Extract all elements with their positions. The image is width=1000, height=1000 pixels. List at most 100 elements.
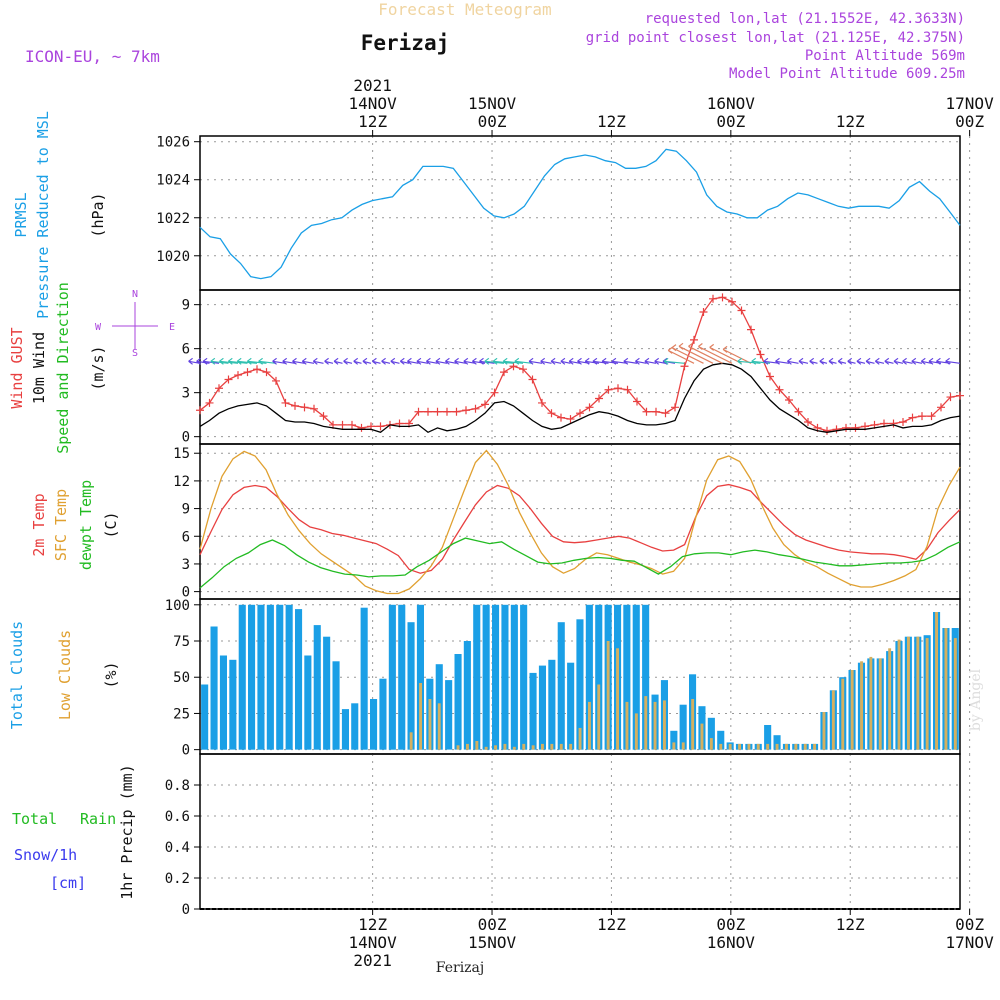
wind-direction-arrow [301, 357, 315, 365]
low-cloud-bar [466, 743, 469, 750]
ytick-label: 9 [182, 298, 190, 314]
ytick-label: 1024 [156, 173, 190, 189]
total-cloud-bar [201, 684, 209, 750]
gust-point [281, 398, 290, 407]
total-cloud-bar [285, 604, 293, 750]
low-cloud-bar [878, 658, 882, 750]
wind-direction-arrow [837, 357, 847, 365]
low-cloud-bar [925, 638, 929, 750]
total-cloud-bar [276, 604, 284, 750]
gust-point [262, 368, 271, 377]
gust-point [851, 423, 860, 432]
gust-point [224, 375, 233, 384]
low-cloud-bar [672, 742, 676, 750]
wind-direction-arrow [196, 357, 210, 365]
point-altitude: Point Altitude 569m [805, 48, 965, 64]
low-cloud-bar [766, 743, 770, 750]
time-label-top: 00Z [955, 112, 984, 131]
low-cloud-bar [935, 612, 938, 750]
ytick-label: 0.6 [165, 809, 190, 825]
time-label-top: 00Z [478, 112, 507, 131]
gust-point [291, 401, 299, 410]
low-cloud-bar [747, 743, 751, 750]
total-cloud-bar [238, 604, 246, 750]
low-cloud-bar [803, 743, 807, 750]
wind-direction-arrow [445, 357, 457, 365]
gust-point [547, 409, 556, 418]
requested-coords: requested lon,lat (21.1552E, 42.3633N) [645, 11, 965, 27]
wind-direction-arrow [601, 357, 619, 365]
gust-point [576, 409, 584, 418]
gust-point [908, 413, 917, 422]
gust-point [709, 294, 717, 303]
low-cloud-bar [550, 743, 554, 750]
time-label-top: 12Z [597, 112, 626, 131]
wind-direction-arrow [416, 357, 429, 365]
wind-direction-arrow [911, 357, 923, 365]
gust-point [205, 398, 214, 407]
wind-direction-arrow [688, 342, 723, 364]
gust-point [357, 423, 366, 432]
ytick-label: 1020 [156, 249, 190, 265]
gust-point [348, 420, 356, 429]
total-cloud-bar [360, 607, 368, 750]
gust-point [500, 368, 508, 377]
low-cloud-bar [419, 683, 422, 750]
gust-point [728, 297, 736, 306]
low-cloud-bar [653, 701, 657, 750]
wind-direction-arrow [568, 357, 581, 365]
wind-direction-arrow [635, 357, 647, 365]
gust-point [471, 404, 480, 413]
wind-direction-arrow [787, 357, 799, 365]
wind-direction-arrow [202, 357, 220, 365]
low-cloud-bar [785, 743, 788, 750]
gust-point [889, 419, 898, 428]
wind-direction-arrow [623, 357, 638, 365]
total-cloud-bar [717, 730, 725, 750]
ytick-label: 0 [182, 902, 190, 918]
total-cloud-bar [538, 665, 546, 750]
total-cloud-bar [351, 703, 359, 750]
total-cloud-bar [304, 655, 312, 750]
date-label-bottom: 14NOV [349, 933, 398, 952]
low-cloud-bar [597, 684, 601, 750]
gust-point [956, 391, 964, 400]
wind-direction-arrow [663, 357, 685, 365]
low-cloud-bar [691, 699, 695, 750]
time-label-bottom: 00Z [716, 915, 745, 934]
header: Forecast Meteogram Ferizaj ICON-EU, ~ 7k… [25, 0, 984, 976]
precip-label-rain: Rain [80, 810, 116, 828]
ytick-label: 12 [173, 474, 190, 490]
temp-label-3: dewpt Temp [77, 480, 95, 570]
wind-direction-arrow [292, 357, 305, 365]
total-cloud-bar [623, 604, 631, 750]
wind-direction-arrow [407, 357, 419, 365]
gridpoint-coords: grid point closest lon,lat (21.125E, 42.… [586, 30, 965, 46]
gust-point [414, 407, 423, 416]
total-cloud-bar [398, 604, 406, 750]
date-label-top: 15NOV [468, 94, 517, 113]
wind-direction-arrow [775, 357, 790, 365]
ytick-label: 3 [182, 386, 190, 402]
wind-line [199, 362, 961, 434]
gust-point [918, 412, 926, 421]
wind-direction-arrow [463, 357, 476, 365]
wind-label-3: Speed and Direction [54, 282, 72, 454]
ytick-label: 0.4 [165, 840, 190, 856]
panel-frame [199, 443, 961, 600]
model-altitude: Model Point Altitude 609.25m [729, 66, 965, 82]
gust-point [376, 422, 385, 431]
total-cloud-bar [670, 730, 678, 750]
total-cloud-bar [219, 655, 227, 750]
gust-point [804, 418, 812, 426]
axes-layer: 1020102210241026036903691215025507510000… [156, 76, 994, 970]
total-cloud-bar [473, 604, 481, 750]
low-cloud-bar [644, 696, 648, 750]
total-cloud-bar [482, 604, 490, 750]
wind-label-1: Wind GUST [8, 327, 26, 408]
temp-label-1: 2m Temp [30, 493, 48, 556]
gust-point [614, 384, 622, 393]
total-cloud-bar [416, 604, 424, 750]
low-cloud-bar [897, 639, 901, 750]
